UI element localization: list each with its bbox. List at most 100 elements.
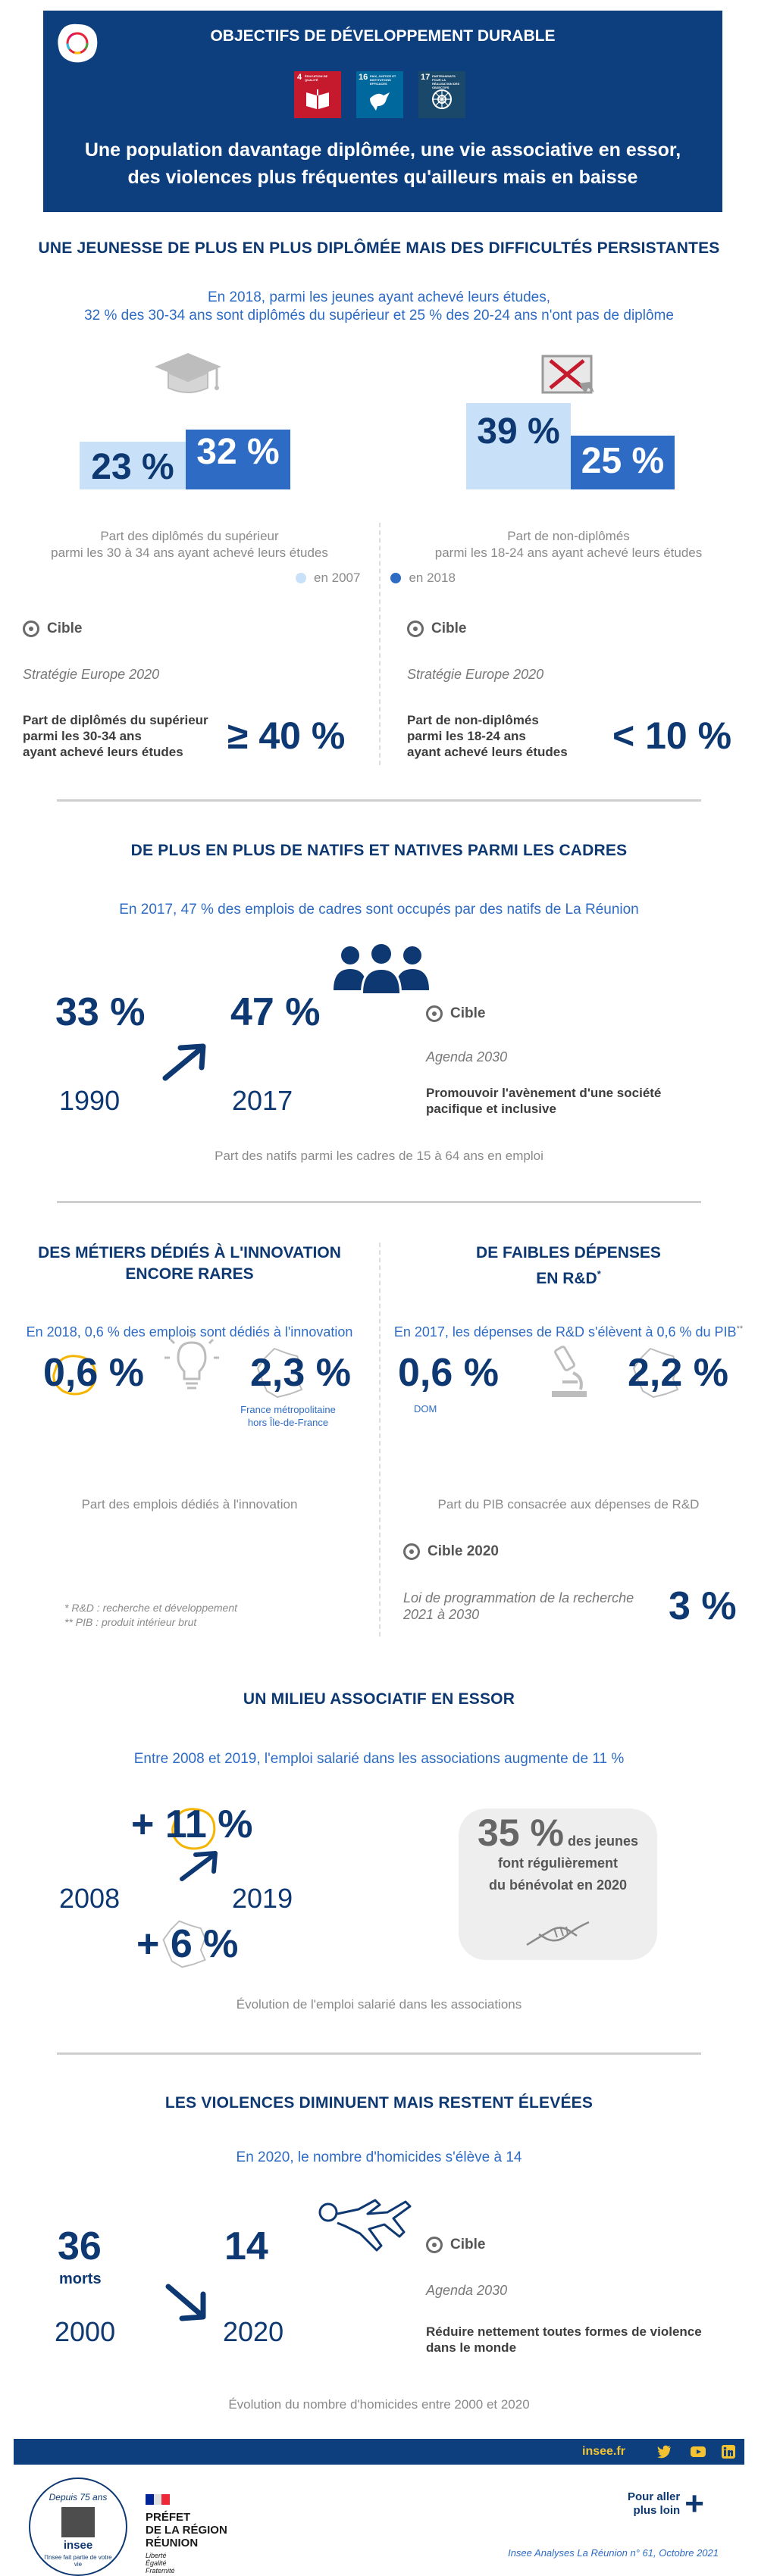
up-arrow-icon xyxy=(162,1043,206,1081)
youtube-icon[interactable] xyxy=(690,2445,706,2459)
target-line: ayant achevé leurs études xyxy=(23,745,183,759)
footnote-mark: ** xyxy=(736,1324,744,1333)
bar-graduates-2007: 23 % xyxy=(80,442,186,489)
legend-item-2007: en 2007 xyxy=(296,571,360,586)
caption-line: parmi les 18-24 ans ayant achevé leurs é… xyxy=(434,546,703,560)
youth-vertical-divider xyxy=(379,523,381,765)
violence-title: LES VIOLENCES DIMINUENT MAIS RESTENT ÉLE… xyxy=(164,2094,594,2112)
target-line: dans le monde xyxy=(426,2340,517,2355)
no-diploma-icon xyxy=(541,355,594,394)
caption-line: parmi les 30 à 34 ans ayant achevé leurs… xyxy=(51,546,328,560)
site-link[interactable]: insee.fr xyxy=(582,2445,625,2458)
insee-square xyxy=(61,2507,95,2537)
youth-left-caption: Part des diplômés du supérieur parmi les… xyxy=(15,528,364,561)
cadres-agenda: Agenda 2030 xyxy=(426,1049,508,1064)
innovation-intro: En 2018, 0,6 % des emplois sont dédiés à… xyxy=(26,1324,353,1340)
youth-volunteer-card: 35 % des jeunes font régulièrement du bé… xyxy=(459,1809,657,1960)
legend-label: en 2007 xyxy=(314,571,361,585)
plus-icon: + xyxy=(684,2485,704,2522)
footnote-mark: * xyxy=(597,1268,601,1280)
law-line: 2021 à 2030 xyxy=(403,1607,480,1622)
volunteer-text: 35 % des jeunes font régulièrement du bé… xyxy=(459,1814,657,1896)
france-label: France métropolitaine hors Île-de-France xyxy=(227,1403,349,1429)
separator xyxy=(57,799,701,802)
legend-label: en 2018 xyxy=(409,571,456,585)
prefet-line: PRÉFET xyxy=(146,2511,191,2524)
cible-label: Cible xyxy=(450,1005,486,1021)
france-outline-icon xyxy=(256,1347,303,1399)
footnote: * R&D : recherche et développement xyxy=(64,1602,238,1614)
sdg-tile-4: 4 ÉDUCATION DE QUALITÉ xyxy=(294,71,341,118)
motto: Liberté Égalité Fraternité xyxy=(146,2552,175,2574)
label-line: France métropolitaine xyxy=(240,1404,336,1415)
cadres-year-2017: 2017 xyxy=(232,1085,293,1116)
motto-line: Égalité xyxy=(146,2559,167,2567)
reunion-outline-icon xyxy=(171,1808,216,1850)
sdg-tile-17: 17 PARTENARIATS POUR LA RÉALISATION DES … xyxy=(418,71,465,118)
assoc-intro: Entre 2008 et 2019, l'emploi salarié dan… xyxy=(133,1751,625,1767)
violence-intro: En 2020, le nombre d'homicides s'élève à… xyxy=(236,2149,522,2165)
cible-label: Cible xyxy=(450,2237,486,2252)
up-arrow-icon xyxy=(180,1851,218,1881)
legend: en 2007 en 2018 xyxy=(296,571,456,586)
rd-caption: Part du PIB consacrée aux dépenses de R&… xyxy=(437,1497,700,1512)
insee-logo: Depuis 75 ans insee l'Insee fait partie … xyxy=(30,2479,126,2574)
flag-white xyxy=(154,2494,161,2505)
target-icon xyxy=(426,1005,443,1022)
cadres-cible: Cible xyxy=(426,1005,485,1022)
title-line: ENCORE RARES xyxy=(125,1265,254,1283)
target-line: Part de non-diplômés xyxy=(407,713,539,727)
violence-target-text: Réduire nettement toutes formes de viole… xyxy=(426,2324,702,2356)
youth-right-caption: Part de non-diplômés parmi les 18-24 ans… xyxy=(390,528,747,561)
legend-dot-2007 xyxy=(296,573,306,583)
down-arrow-icon xyxy=(165,2284,206,2321)
youth-intro: En 2018, parmi les jeunes ayant achevé l… xyxy=(0,289,758,325)
linkedin-icon[interactable] xyxy=(722,2445,735,2459)
sdg-number: 16 xyxy=(359,73,368,82)
cadres-target-text: Promouvoir l'avènement d'une société pac… xyxy=(426,1085,661,1117)
target-line: Promouvoir l'avènement d'une société xyxy=(426,1086,662,1100)
sdg-label: ÉDUCATION DE QUALITÉ xyxy=(305,74,328,82)
dove-icon xyxy=(370,92,390,111)
title-text: EN R&D xyxy=(536,1270,597,1287)
bar-value: 25 % xyxy=(581,441,665,481)
target-icon xyxy=(23,621,39,637)
cadres-intro: En 2017, 47 % des emplois de cadres sont… xyxy=(119,902,639,918)
cadres-value-2017: 47 % xyxy=(230,990,321,1034)
youth-left-cible: Cible xyxy=(23,621,82,637)
motto-line: Fraternité xyxy=(146,2567,175,2574)
rd-title: DE FAIBLES DÉPENSES EN R&D* xyxy=(379,1243,758,1290)
innovation-vertical-divider xyxy=(379,1243,381,1637)
target-line: Réduire nettement toutes formes de viole… xyxy=(426,2324,702,2339)
innovation-value-reunion: 0,6 % xyxy=(43,1351,144,1395)
target-line: ayant achevé leurs études xyxy=(407,745,568,759)
assoc-value-reunion: + 11 % xyxy=(131,1802,253,1846)
sdg-number: 17 xyxy=(421,73,431,82)
sdg-number: 4 xyxy=(297,73,302,82)
microscope-icon xyxy=(552,1346,587,1397)
france-outline-icon xyxy=(632,1347,679,1399)
footer-bar: insee.fr xyxy=(14,2439,744,2465)
violence-year-2000: 2000 xyxy=(55,2316,116,2347)
cadres-title: DE PLUS EN PLUS DE NATIFS ET NATIVES PAR… xyxy=(130,842,628,859)
twitter-icon[interactable] xyxy=(656,2445,672,2459)
youth-right-target-value: < 10 % xyxy=(612,714,732,757)
more-info-link[interactable]: Pour aller plus loin + xyxy=(628,2485,704,2522)
insee-tagline: l'Insee fait partie de votre vie xyxy=(44,2554,112,2568)
youth-left-target-text: Part de diplômés du supérieur parmi les … xyxy=(23,712,208,760)
book-icon xyxy=(306,89,329,109)
legend-item-2018: en 2018 xyxy=(390,571,456,586)
rd-value-france: 2,2 % xyxy=(628,1351,728,1395)
rd-intro: En 2017, les dépenses de R&D s'élèvent à… xyxy=(379,1324,758,1340)
cadres-caption: Part des natifs parmi les cadres de 15 à… xyxy=(215,1149,543,1163)
partnership-flower-icon xyxy=(432,89,452,109)
law-line: Loi de programmation de la recherche xyxy=(403,1590,634,1605)
volunteer-text-1: des jeunes xyxy=(567,1834,639,1849)
assoc-year-2019: 2019 xyxy=(232,1883,293,1914)
label-line: hors Île-de-France xyxy=(247,1417,329,1428)
youth-left-target-value: ≥ 40 % xyxy=(227,714,346,757)
volunteer-value: 35 % xyxy=(477,1812,564,1854)
assoc-title: UN MILIEU ASSOCIATIF EN ESSOR xyxy=(243,1690,515,1708)
headline-line: des violences plus fréquentes qu'ailleur… xyxy=(127,167,638,188)
assoc-value-france: + 6 % xyxy=(136,1922,239,1966)
